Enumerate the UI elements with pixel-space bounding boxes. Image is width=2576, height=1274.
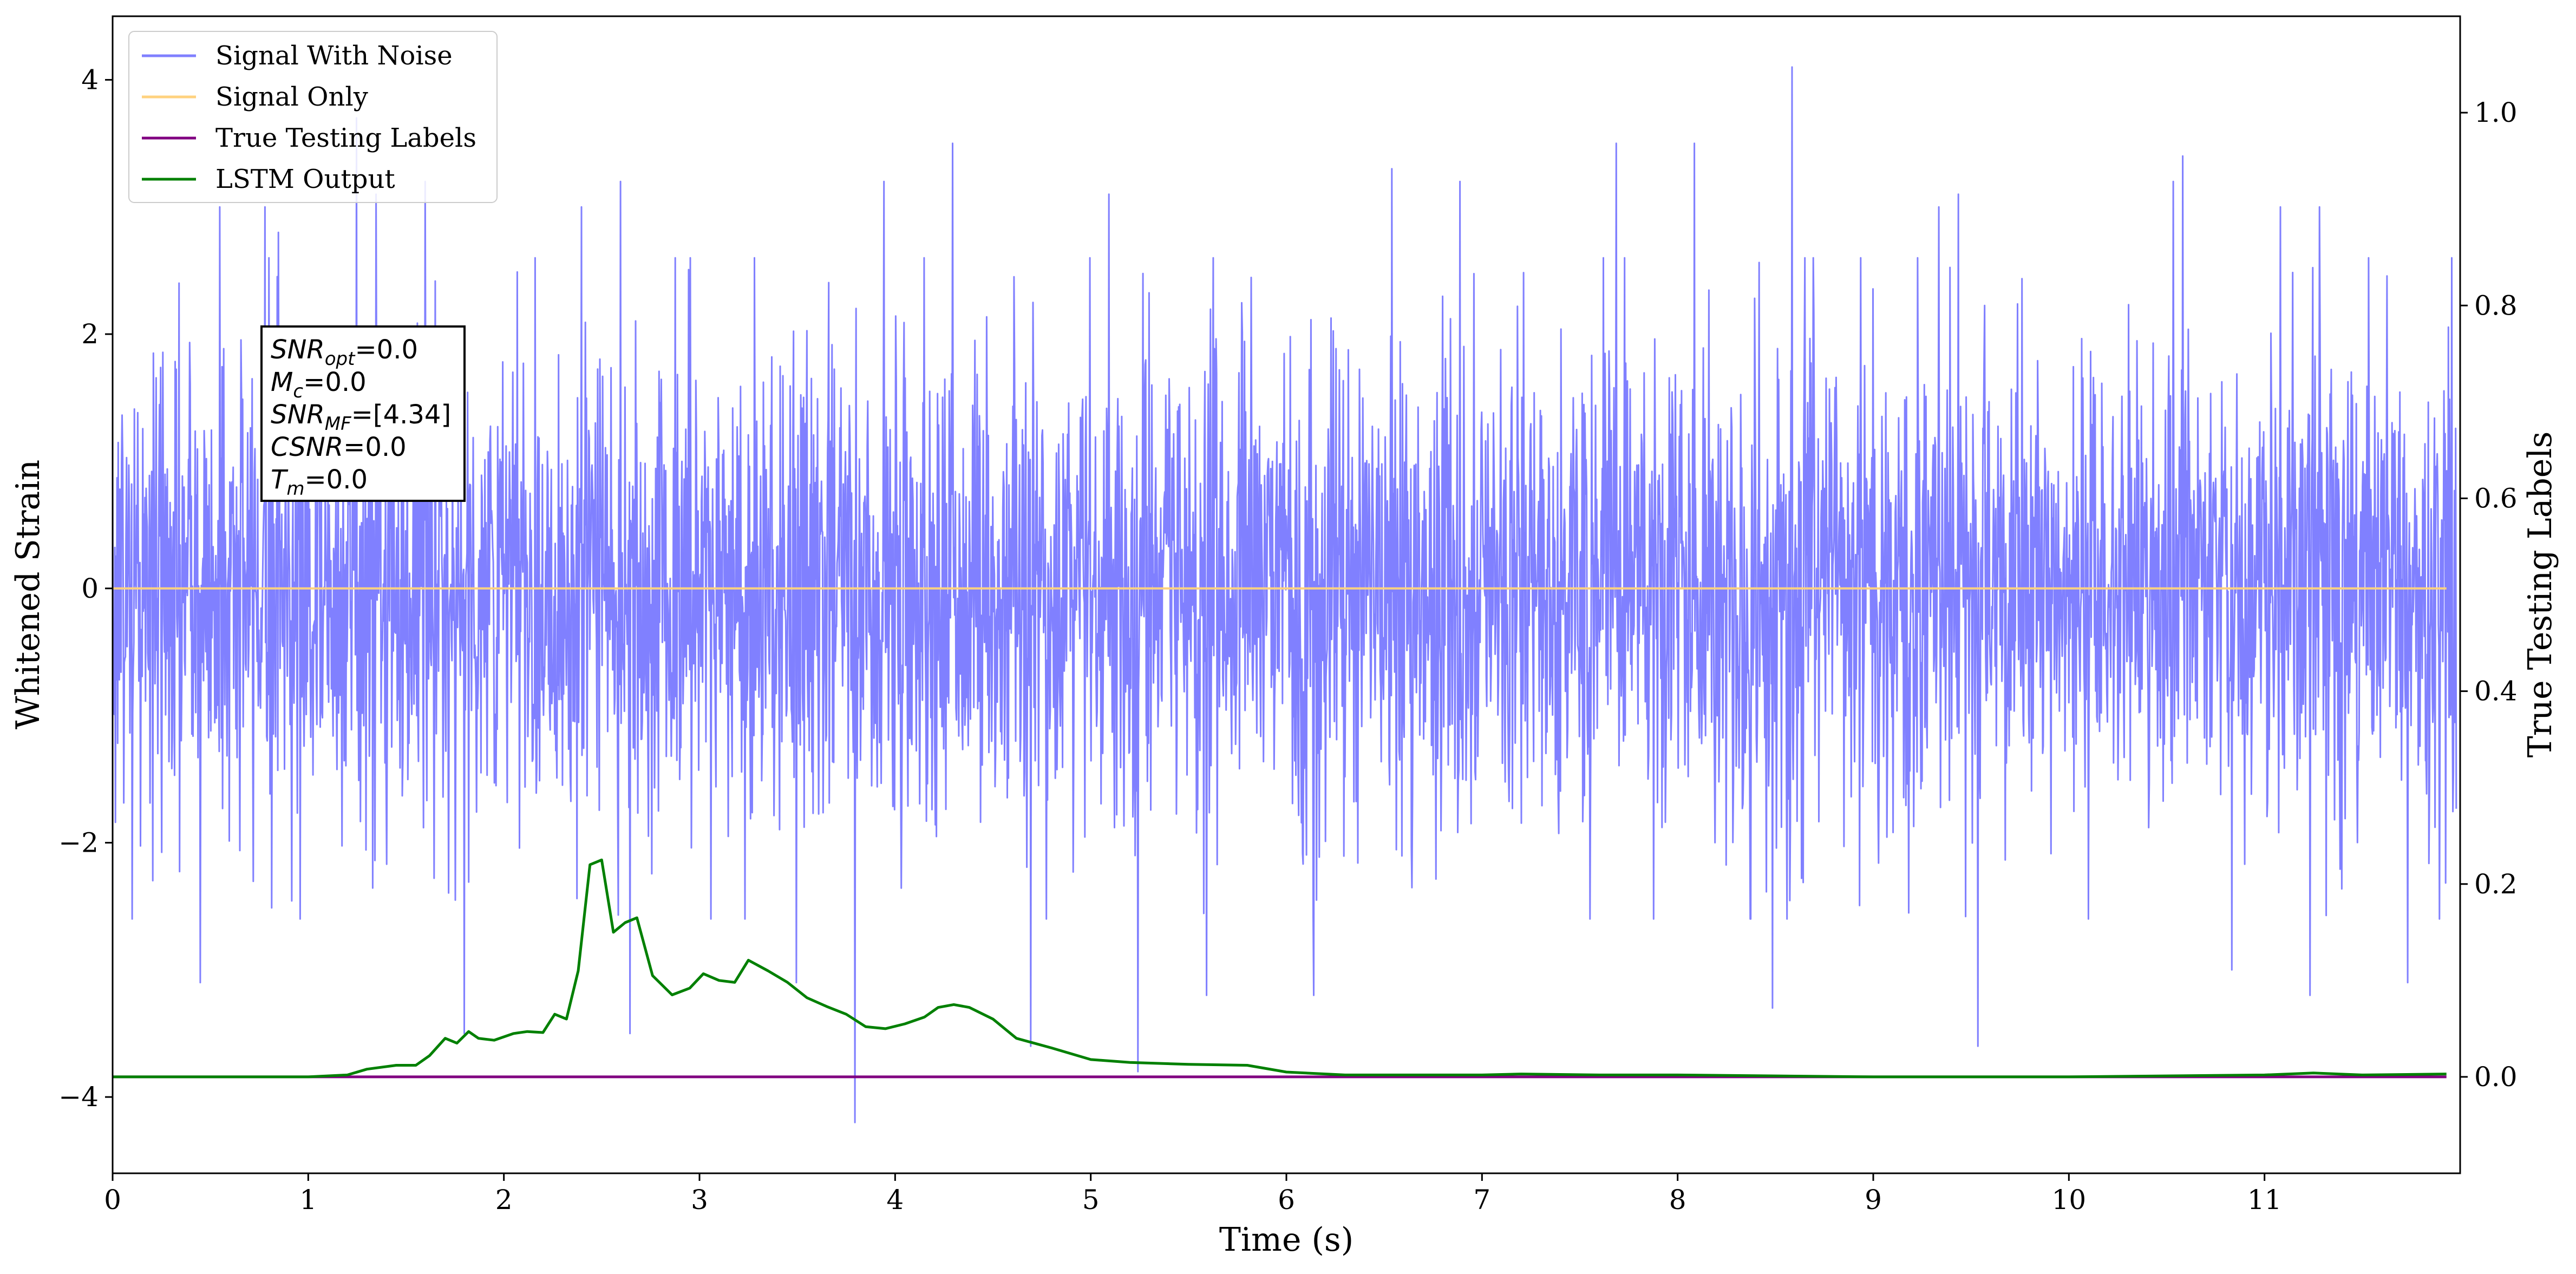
y-right-tick-label: 0.2 (2474, 868, 2518, 900)
y-left-tick-label: −4 (58, 1081, 99, 1113)
legend-label: Signal Only (215, 82, 368, 112)
y-left-tick-label: 0 (81, 573, 99, 604)
legend-label: True Testing Labels (215, 123, 476, 153)
y-axis-left-ticks: −4 −2 0 2 4 (58, 64, 113, 1113)
x-tick-label: 9 (1865, 1184, 1882, 1216)
y-axis-right-ticks: 0.0 0.2 0.4 0.6 0.8 1.0 (2460, 97, 2518, 1093)
x-tick-label: 3 (691, 1184, 708, 1216)
annotation-line: SNRopt=0.0 (271, 335, 418, 370)
x-axis-label: Time (s) (1219, 1221, 1354, 1259)
legend-label: LSTM Output (215, 164, 395, 194)
x-tick-label: 11 (2247, 1184, 2282, 1216)
y-right-tick-label: 0.4 (2474, 676, 2518, 707)
x-axis-ticks: 0 1 2 3 4 5 6 7 8 9 10 11 (104, 1173, 2281, 1216)
y-left-tick-label: 2 (81, 318, 99, 350)
x-tick-label: 8 (1669, 1184, 1686, 1216)
legend-label: Signal With Noise (215, 41, 453, 71)
y-axis-left-label: Whitened Strain (9, 460, 47, 729)
x-tick-label: 1 (299, 1184, 317, 1216)
y-right-tick-label: 0.0 (2474, 1061, 2518, 1093)
y-left-tick-label: −2 (58, 827, 99, 858)
lstm-output-line (113, 858, 2447, 1079)
y-right-tick-label: 0.6 (2474, 482, 2518, 514)
lstm-output-series (113, 858, 2447, 1079)
x-tick-label: 2 (495, 1184, 513, 1216)
y-right-tick-label: 0.8 (2474, 290, 2518, 321)
annotation-box (260, 325, 466, 502)
parameter-annotation: SNRopt=0.0Mc=0.0SNRMF=[4.34]CSNR=0.0Tm=0… (260, 325, 466, 502)
signal-with-noise-series (112, 66, 2457, 1123)
annotation-line: Mc=0.0 (271, 367, 367, 402)
signal-with-noise-line (112, 66, 2457, 1123)
x-tick-label: 10 (2052, 1184, 2087, 1216)
legend-box (128, 31, 498, 203)
y-right-tick-label: 1.0 (2474, 97, 2518, 128)
x-tick-label: 6 (1278, 1184, 1295, 1216)
legend: Signal With Noise Signal Only True Testing… (128, 31, 498, 203)
x-tick-label: 5 (1082, 1184, 1100, 1216)
annotation-line: Tm=0.0 (271, 465, 368, 500)
annotation-line: CSNR=0.0 (271, 432, 407, 462)
x-tick-label: 4 (886, 1184, 904, 1216)
x-tick-label: 0 (104, 1184, 121, 1216)
y-axis-right-label: True Testing Labels (2521, 432, 2559, 758)
y-left-tick-label: 4 (81, 64, 99, 95)
annotation-line: SNRMF=[4.34] (271, 400, 451, 435)
x-tick-label: 7 (1473, 1184, 1490, 1216)
